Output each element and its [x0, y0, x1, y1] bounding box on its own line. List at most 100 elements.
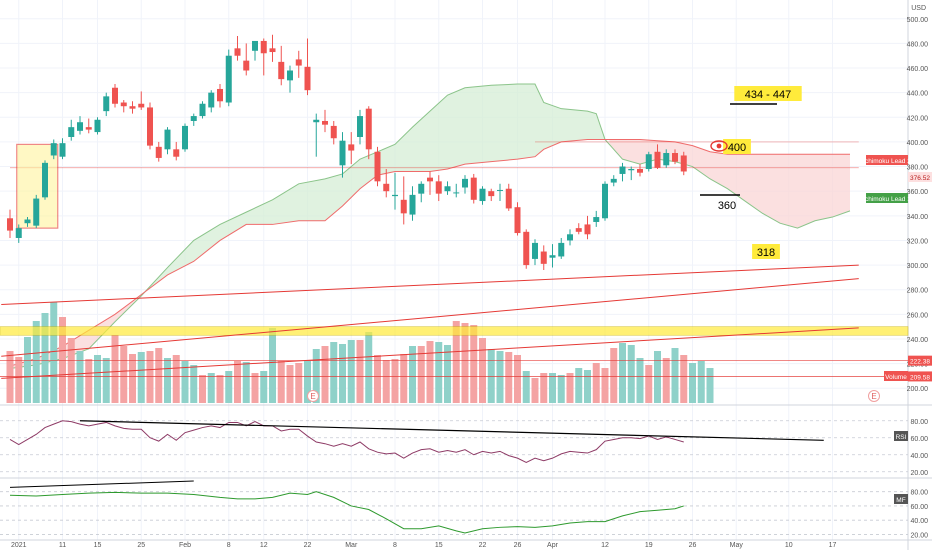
volume-bar — [697, 361, 705, 403]
price-tick-label: 300.00 — [907, 263, 929, 270]
candle-body — [164, 129, 171, 150]
volume-bar — [680, 355, 688, 403]
volume-bar — [444, 345, 451, 403]
time-tick-label: 2021 — [11, 542, 27, 549]
ichimoku-lead-1-line — [9, 83, 851, 370]
volume-bar — [269, 328, 276, 403]
volume-name: Volume — [885, 374, 907, 381]
candle-body — [7, 218, 13, 231]
volume-bar — [207, 373, 215, 403]
eye-pupil — [716, 143, 722, 149]
candle-body — [330, 125, 337, 139]
volume-bar — [645, 365, 653, 403]
candle-body — [637, 169, 643, 173]
volume-bar — [286, 365, 294, 403]
volume-bar — [391, 359, 399, 403]
price-tick-label: 420.00 — [907, 115, 929, 122]
candle-body — [505, 188, 512, 209]
axes: USD200.00220.00240.00260.00280.00300.003… — [11, 5, 932, 549]
earnings-marker — [307, 390, 319, 402]
candle-body — [540, 251, 547, 264]
volume-bar — [330, 342, 338, 403]
volume-bar — [592, 363, 600, 403]
candle-body — [628, 169, 635, 171]
volume-bars — [0, 302, 908, 403]
rsi-name-tag — [894, 431, 908, 441]
volume-bar — [24, 337, 31, 403]
rsi-tick-label: 20.00 — [910, 470, 928, 477]
volume-bar — [102, 358, 110, 403]
price-tick-label: 460.00 — [907, 66, 929, 73]
volume-bar — [461, 323, 469, 403]
time-tick-label: Mar — [345, 542, 358, 549]
volume-bar — [347, 340, 355, 403]
candle-body — [269, 48, 276, 53]
volume-bar — [409, 346, 416, 403]
candle-body — [217, 88, 223, 102]
price-tick-label: 360.00 — [907, 189, 929, 196]
volume-bar — [601, 368, 609, 403]
price-tick-label: 260.00 — [907, 312, 929, 319]
candle-body — [418, 183, 425, 194]
candle-body — [313, 119, 320, 123]
trend-line — [1, 327, 859, 379]
trend-line — [1, 278, 859, 357]
volume-bar — [199, 375, 206, 403]
time-tick-label: 26 — [514, 542, 522, 549]
candle-body — [94, 119, 101, 133]
time-tick-label: 22 — [304, 542, 312, 549]
candle-body — [173, 149, 180, 157]
volume-bar — [234, 361, 241, 403]
volume-bar — [505, 352, 513, 403]
candle-body — [278, 61, 285, 80]
currency-label: USD — [911, 5, 926, 12]
earnings-marker — [868, 390, 880, 402]
volume-bar — [260, 371, 268, 403]
price-tick-label: 280.00 — [907, 288, 929, 295]
candle-body — [435, 181, 442, 194]
price-tick-label: 480.00 — [907, 41, 929, 48]
volume-bar — [146, 351, 154, 403]
volume-bar — [496, 351, 504, 403]
vol-line2-value-tag — [908, 371, 932, 382]
candle-body — [103, 96, 110, 112]
mf-tick-label: 20.00 — [910, 532, 928, 539]
level-400-label: 400 — [728, 142, 746, 154]
volume-bar — [689, 363, 696, 403]
candle-body — [42, 162, 48, 198]
time-tick-label: May — [730, 542, 744, 549]
candle-body — [593, 217, 600, 222]
volume-bar — [50, 302, 58, 403]
candlesticks — [7, 34, 687, 270]
candle-body — [532, 242, 538, 259]
price-tick-label: 200.00 — [907, 386, 929, 393]
candle-body — [252, 40, 258, 51]
price-tick-label: 340.00 — [907, 214, 929, 221]
volume-bar — [470, 325, 478, 403]
candle-body — [549, 255, 556, 258]
volume-name-tag — [884, 371, 908, 381]
candle-body — [400, 199, 407, 214]
time-tick-label: 15 — [94, 542, 102, 549]
candle-body — [427, 177, 433, 182]
volume-bar — [374, 355, 381, 403]
mf-trendline — [9, 480, 194, 488]
price-tick-label: 320.00 — [907, 238, 929, 245]
candle-body — [645, 154, 652, 170]
volume-bar — [6, 351, 14, 403]
price-tick-label: 240.00 — [907, 337, 929, 344]
bullish-cloud — [145, 84, 605, 292]
volume-bar — [295, 363, 303, 403]
mf-tick-label: 60.00 — [910, 504, 928, 511]
volume-bar — [426, 341, 434, 403]
candle-body — [120, 102, 127, 107]
volume-bar — [435, 342, 443, 403]
candle-body — [208, 92, 215, 108]
time-tick-label: Apr — [547, 542, 559, 549]
volume-bar — [94, 355, 101, 403]
mf-tick-label: 40.00 — [910, 518, 928, 525]
volume-bar — [59, 317, 66, 403]
candle-body — [155, 146, 162, 158]
candle-body — [514, 207, 521, 234]
